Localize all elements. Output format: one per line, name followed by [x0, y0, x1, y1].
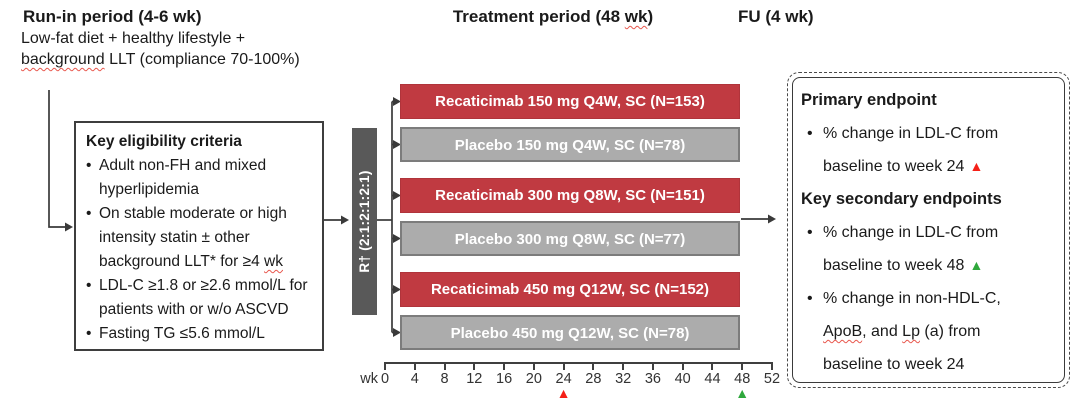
axis-unit-label: wk: [360, 371, 378, 387]
arm-label: Placebo 300 mg Q8W, SC (N=77): [454, 231, 686, 248]
eligibility-item-text: LDL-C ≥1.8 or ≥2.6 mmol/L for patients w…: [99, 277, 308, 318]
eligibility-title: Key eligibility criteria: [86, 133, 242, 150]
endpoints-content: Primary endpoint • % change in LDL-C from …: [801, 84, 1059, 381]
treatment-arm-bar: Recaticimab 150 mg Q4W, SC (N=153): [400, 84, 740, 119]
treatment-arm-bar: Recaticimab 450 mg Q12W, SC (N=152): [400, 272, 740, 307]
arm-label: Placebo 450 mg Q12W, SC (N=78): [450, 325, 690, 342]
arm-label: Recaticimab 300 mg Q8W, SC (N=151): [435, 187, 705, 204]
axis-tick: [741, 362, 744, 370]
axis-tick: [503, 362, 506, 370]
bullet-icon: •: [86, 157, 92, 174]
treatment-arm-bar: Recaticimab 300 mg Q8W, SC (N=151): [400, 178, 740, 213]
axis-tick: [384, 362, 386, 370]
eligibility-item-text: Adult non-FH and mixed hyperlipidemia: [99, 157, 267, 198]
green-triangle-marker: ▲: [735, 385, 750, 401]
axis-tick-label: 12: [466, 371, 483, 387]
bullet-icon: •: [807, 290, 813, 307]
green-triangle-marker: ▲: [969, 257, 984, 273]
eligibility-item-text: Fasting TG ≤5.6 mmol/L: [99, 325, 265, 342]
endpoint-item-text: % change in non-HDL-C, ApoB, and Lp (a) …: [823, 290, 1001, 373]
treatment-period-header: Treatment period (48 wk): [452, 7, 654, 26]
endpoint-section-title: Primary endpoint: [801, 91, 937, 109]
eligibility-box: Key eligibility criteria • Adult non-FH a…: [74, 121, 324, 351]
axis-tick: [532, 362, 535, 370]
bullet-icon: •: [86, 325, 92, 342]
axis-tick-label: 8: [440, 371, 449, 387]
endpoints-panel-inner-border: [792, 77, 1065, 383]
placebo-arm-bar: Placebo 300 mg Q8W, SC (N=77): [400, 221, 740, 256]
axis-tick-label: 52: [763, 371, 781, 387]
eligibility-item: • Adult non-FH and mixed hyperlipidemia: [86, 154, 314, 202]
run-in-description-line: Low-fat diet + healthy lifestyle +: [21, 30, 246, 47]
axis-tick: [622, 362, 625, 370]
red-triangle-marker: ▲: [969, 158, 984, 174]
axis-tick: [771, 362, 773, 370]
axis-tick: [592, 362, 595, 370]
axis-tick: [443, 362, 446, 370]
arm-label: Recaticimab 150 mg Q4W, SC (N=153): [435, 93, 705, 110]
placebo-arm-bar: Placebo 450 mg Q12W, SC (N=78): [400, 315, 740, 350]
axis-tick-label: 16: [496, 371, 513, 387]
arm-label: Recaticimab 450 mg Q12W, SC (N=152): [430, 281, 710, 298]
eligibility-item: • On stable moderate or high intensity st…: [86, 202, 314, 274]
axis-tick-label: 40: [674, 371, 691, 387]
bullet-icon: •: [807, 125, 813, 142]
bullet-icon: •: [807, 224, 813, 241]
axis-tick-label: 4: [410, 371, 419, 387]
axis-line: [385, 362, 773, 364]
randomization-label: R† (2:1:2:1:2:1): [357, 170, 372, 273]
axis-tick-label: 44: [704, 371, 721, 387]
endpoint-item-text-wrap: % change in LDL-C from baseline to week …: [823, 117, 1028, 183]
endpoint-item-text: % change in LDL-C from baseline to week …: [823, 224, 999, 274]
run-in-description-line: background LLT (compliance 70-100%): [21, 51, 300, 68]
endpoint-item-text-wrap: % change in non-HDL-C, ApoB, and Lp (a) …: [823, 282, 1028, 381]
axis-tick: [651, 362, 654, 370]
axis-tick-label: 36: [644, 371, 661, 387]
run-in-title: Run-in period (4-6 wk): [23, 7, 202, 26]
red-triangle-marker: ▲: [556, 385, 571, 401]
eligibility-item: • LDL-C ≥1.8 or ≥2.6 mmol/L for patients …: [86, 274, 314, 322]
randomization-block: [352, 128, 377, 315]
axis-tick-label: 32: [615, 371, 632, 387]
axis-tick: [562, 362, 565, 370]
axis-tick-label: 28: [585, 371, 602, 387]
axis-tick-label: 24: [555, 371, 572, 387]
endpoint-item: • % change in LDL-C from baseline to week…: [801, 117, 1059, 183]
eligibility-item: • Fasting TG ≤5.6 mmol/L: [86, 322, 314, 346]
axis-tick-label: 48: [734, 371, 751, 387]
axis-tick: [413, 362, 416, 370]
eligibility-item-text: On stable moderate or high intensity sta…: [99, 205, 287, 270]
endpoint-section-title: Key secondary endpoints: [801, 190, 1002, 208]
axis-tick-label: 20: [525, 371, 542, 387]
bullet-icon: •: [86, 277, 92, 294]
endpoint-item-text: % change in LDL-C from baseline to week …: [823, 125, 999, 175]
endpoints-panel: Primary endpoint • % change in LDL-C from …: [787, 72, 1070, 388]
axis-tick: [681, 362, 684, 370]
axis-tick-label: 0: [380, 371, 390, 387]
endpoint-item-text-wrap: % change in LDL-C from baseline to week …: [823, 216, 1028, 282]
bullet-icon: •: [86, 205, 92, 222]
placebo-arm-bar: Placebo 150 mg Q4W, SC (N=78): [400, 127, 740, 162]
arm-label: Placebo 150 mg Q4W, SC (N=78): [454, 137, 686, 154]
endpoint-item: • % change in non-HDL-C, ApoB, and Lp (a)…: [801, 282, 1059, 381]
axis-tick: [711, 362, 714, 370]
follow-up-header: FU (4 wk): [738, 7, 814, 26]
endpoint-item: • % change in LDL-C from baseline to week…: [801, 216, 1059, 282]
axis-tick: [473, 362, 476, 370]
eligibility-list: • Adult non-FH and mixed hyperlipidemia • O…: [86, 154, 314, 346]
